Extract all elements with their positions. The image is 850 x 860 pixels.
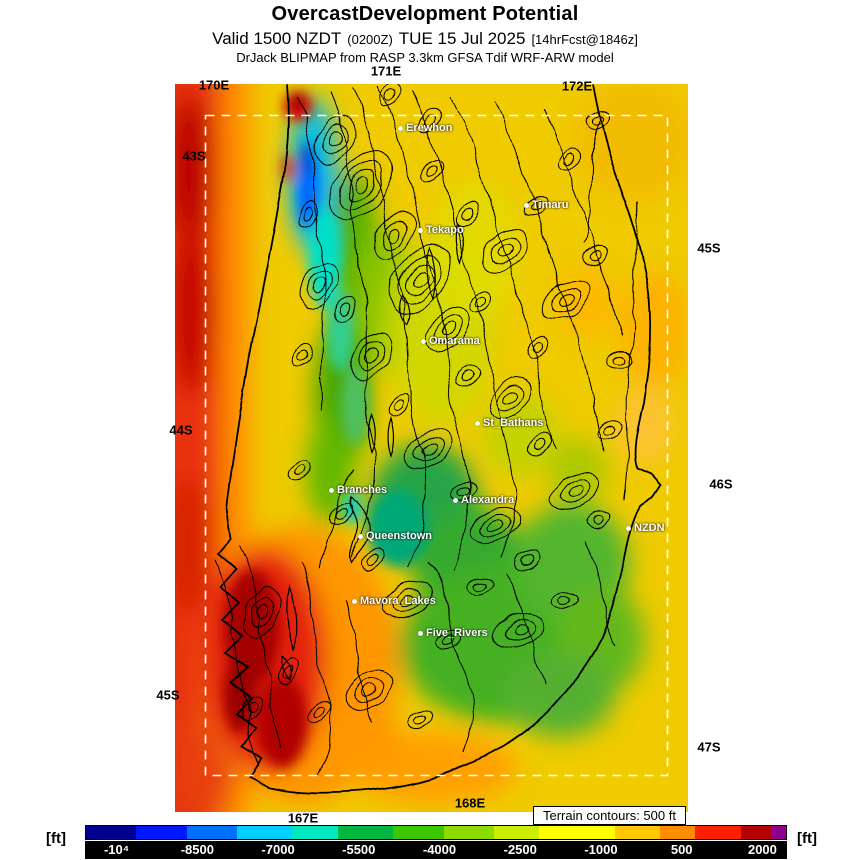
legend-color-segment [493, 826, 540, 839]
legend-unit-left: [ft] [46, 830, 66, 847]
legend-colorbar [85, 825, 787, 840]
legend-color-segment [740, 826, 771, 839]
legend-color-segment [86, 826, 137, 839]
legend-tick: -10⁴ [103, 842, 130, 857]
legend-color-segment [695, 826, 741, 839]
legend-color-segment [237, 826, 293, 839]
legend-tick: -7000 [261, 842, 295, 857]
model-line: DrJack BLIPMAP from RASP 3.3km GFSA Tdif… [236, 50, 614, 66]
page-title: OvercastDevelopment Potential [271, 3, 579, 25]
terrain-contour-note: Terrain contours: 500 ft [533, 806, 686, 825]
legend-color-segment [614, 826, 661, 839]
forecast-tag: [14hrFcst@1846z] [531, 32, 638, 47]
legend-tick: -8500 [180, 842, 214, 857]
valid-date: TUE 15 Jul 2025 [398, 29, 526, 48]
valid-prefix: Valid 1500 NZDT [212, 29, 342, 48]
legend-tick: -4000 [422, 842, 457, 857]
legend-color-segment [186, 826, 238, 839]
legend-color-segment [393, 826, 444, 839]
lakes [281, 222, 463, 682]
legend-unit-right: [ft] [797, 830, 817, 847]
domain-boundary-box [204, 114, 669, 777]
legend-tick: 500 [670, 842, 693, 857]
map-header: OvercastDevelopment Potential Valid 1500… [0, 2, 850, 67]
legend-tick: -1000 [584, 842, 618, 857]
legend-color-segment [539, 826, 615, 839]
legend-tick-strip: -10⁴ -8500 -7000 -5500 -4000 -2500 -1000 500 200… [85, 841, 787, 859]
terrain-contours [214, 84, 641, 776]
coastline [216, 84, 663, 794]
legend-color-segment [660, 826, 696, 839]
legend-color-segment [337, 826, 394, 839]
legend-color-segment [136, 826, 187, 839]
legend-color-segment [443, 826, 494, 839]
legend-tick: -5500 [342, 842, 376, 857]
valid-utc: (0200Z) [347, 32, 393, 47]
legend-tick: 2000 [747, 842, 777, 857]
legend-color-segment [292, 826, 338, 839]
legend-color-segment [770, 826, 787, 839]
valid-line: Valid 1500 NZDT (0200Z) TUE 15 Jul 2025 [14… [0, 28, 850, 49]
legend-tick: -2500 [503, 842, 537, 857]
